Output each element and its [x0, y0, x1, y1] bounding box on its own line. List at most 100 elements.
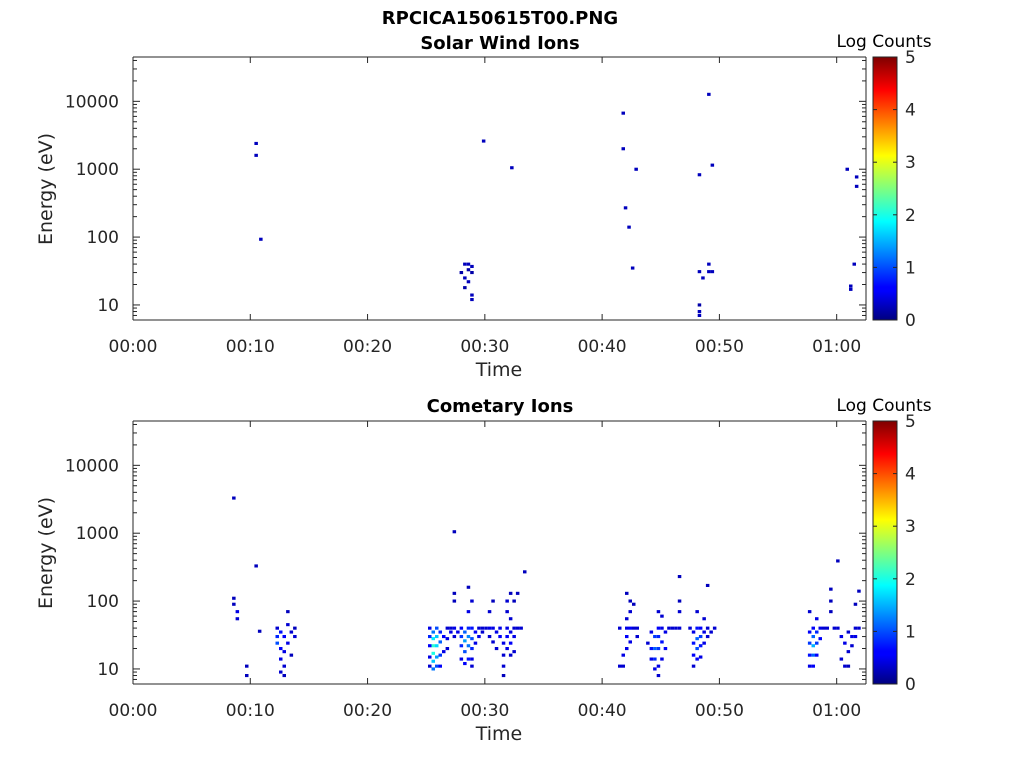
heatmap-cell	[282, 650, 286, 654]
heatmap-cell	[707, 270, 711, 274]
heatmap-cell	[463, 630, 467, 634]
heatmap-cell	[428, 635, 432, 639]
heatmap-cell	[484, 626, 488, 630]
heatmap-cell	[811, 635, 815, 639]
heatmap-cell	[818, 637, 822, 641]
heatmap-cell	[505, 610, 509, 614]
heatmap-cell	[480, 626, 485, 630]
heatmap-cell	[473, 630, 478, 634]
heatmap-cell	[849, 284, 853, 288]
heatmap-cell	[491, 626, 495, 630]
x-tick-label: 01:00	[812, 337, 861, 357]
heatmap-cell	[449, 630, 453, 634]
heatmap-cell	[634, 167, 638, 171]
heatmap-cell	[487, 626, 492, 630]
heatmap-cell	[470, 264, 474, 268]
heatmap-cell	[677, 575, 682, 579]
heatmap-cell	[254, 141, 258, 145]
heatmap-cell	[289, 630, 294, 634]
heatmap-cell	[656, 610, 661, 614]
heatmap-cell	[254, 153, 258, 157]
heatmap-cell	[663, 647, 668, 651]
heatmap-cell	[431, 644, 435, 648]
heatmap-cell	[625, 626, 629, 630]
y-tick-label: 10	[97, 296, 119, 316]
heatmap-cell	[523, 570, 527, 574]
heatmap-cell	[839, 657, 844, 661]
heatmap-cell	[431, 651, 435, 655]
heatmap-cell	[691, 630, 696, 634]
heatmap-cell	[618, 626, 622, 630]
heatmap-cell	[519, 626, 523, 630]
heatmap-cell	[428, 644, 432, 648]
heatmap-cell	[705, 626, 710, 630]
heatmap-cell	[459, 644, 464, 648]
heatmap-cell	[709, 630, 713, 634]
heatmap-cell	[466, 610, 471, 614]
heatmap-cell	[660, 640, 664, 644]
heatmap-cell	[621, 653, 625, 657]
heatmap-cell	[656, 674, 661, 678]
x-tick-label: 00:00	[109, 701, 158, 721]
x-tick-label: 00:50	[695, 337, 744, 357]
colorbar-tick-label: 3	[905, 153, 916, 173]
heatmap-cell	[435, 655, 439, 659]
heatmap-cell	[688, 626, 692, 630]
heatmap-cell	[697, 270, 702, 274]
heatmap-cell	[807, 630, 812, 634]
heatmap-cell	[512, 635, 516, 639]
heatmap-cell	[853, 626, 858, 630]
heatmap-cell	[293, 635, 297, 639]
heatmap-cell	[628, 640, 632, 644]
heatmap-cell	[466, 280, 471, 284]
heatmap-cell	[815, 617, 819, 621]
heatmap-cell	[477, 626, 481, 630]
y-tick-label: 1000	[76, 524, 119, 544]
heatmap-cell	[702, 617, 706, 621]
heatmap-cell	[275, 626, 279, 630]
heatmap-cell	[257, 629, 262, 633]
heatmap-cell	[508, 630, 513, 634]
x-tick-label: 00:40	[578, 337, 627, 357]
heatmap-cell	[438, 640, 442, 644]
heatmap-cell	[431, 630, 435, 634]
heatmap-cell	[470, 647, 474, 651]
heatmap-cell	[463, 276, 467, 280]
heatmap-cell	[235, 610, 240, 614]
heatmap-cell	[515, 591, 520, 595]
heatmap-cell	[442, 635, 446, 639]
heatmap-cell	[512, 626, 516, 630]
colorbar	[872, 56, 898, 321]
heatmap-cell	[508, 653, 513, 657]
heatmap-cell	[674, 626, 678, 630]
x-axis-label: Time	[475, 359, 523, 381]
heatmap-cell	[843, 641, 847, 645]
heatmap-cell	[656, 647, 661, 651]
heatmap-cell	[621, 664, 625, 668]
heatmap-cell	[695, 610, 699, 614]
heatmap-cell	[836, 559, 840, 563]
heatmap-cell	[466, 635, 471, 639]
heatmap-cell	[846, 650, 851, 654]
heatmap-cell	[459, 271, 464, 275]
heatmap-cell	[621, 111, 625, 115]
heatmap-cell	[279, 657, 283, 661]
heatmap-cell	[470, 293, 474, 297]
heatmap-cell	[473, 641, 478, 645]
heatmap-cell	[843, 664, 847, 668]
heatmap-cell	[846, 630, 851, 634]
heatmap-cell	[463, 262, 467, 266]
heatmap-cell	[431, 637, 435, 641]
heatmap-cell	[697, 173, 702, 177]
heatmap-cell	[656, 626, 661, 630]
heatmap-cell	[695, 647, 699, 651]
heatmap-cell	[286, 610, 290, 614]
x-tick-label: 00:50	[695, 701, 744, 721]
heatmap-cell	[667, 626, 671, 630]
heatmap-cell	[628, 599, 632, 603]
heatmap-cell	[438, 653, 442, 657]
heatmap-cell	[807, 641, 812, 645]
heatmap-cell	[701, 276, 705, 280]
heatmap-cell	[677, 599, 682, 603]
heatmap-cell	[463, 639, 467, 643]
